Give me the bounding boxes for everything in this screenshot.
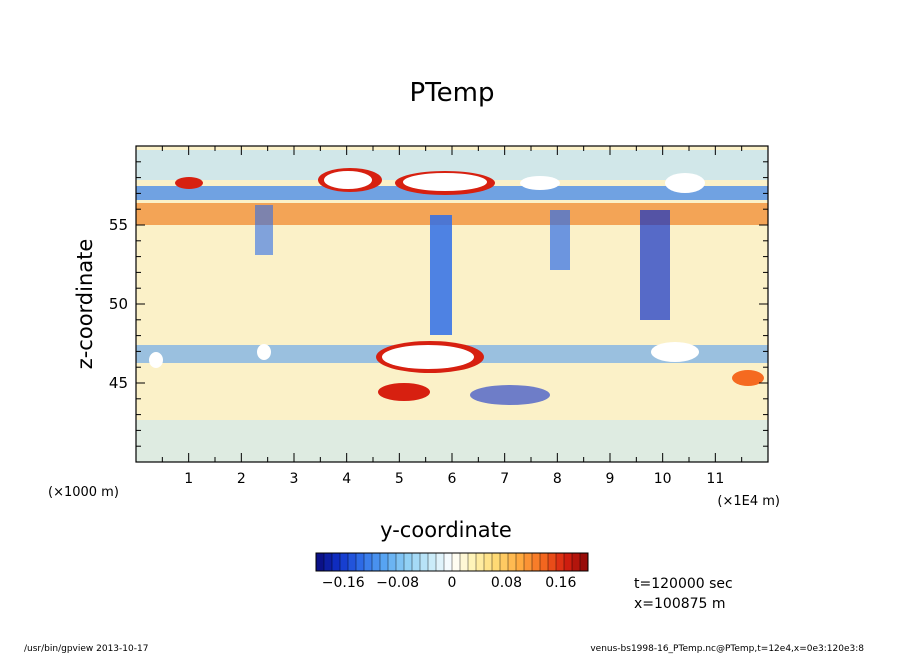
colorbar-cell [443, 552, 453, 572]
x-tick-label: 2 [237, 471, 246, 487]
colorbar-cell [579, 552, 589, 572]
band-upper-red [136, 203, 768, 225]
heatmap-features [149, 168, 764, 405]
colorbar-cell [547, 552, 557, 572]
x-tick-label: 5 [395, 471, 404, 487]
y-tick-label: 50 [109, 295, 128, 313]
colorbar-cell [571, 552, 581, 572]
colorbar-cell [499, 552, 509, 572]
feature-blue-plume [430, 215, 452, 335]
colorbar-cell [563, 552, 573, 572]
feature-red-blob [378, 383, 430, 401]
x-tick-label: 9 [606, 471, 615, 487]
y-tick-label: 55 [109, 216, 128, 234]
x-position-annotation: x=100875 m [634, 596, 726, 612]
feature-blue-plume [255, 205, 273, 255]
colorbar-cell [467, 552, 477, 572]
feature-red-blob [175, 177, 203, 189]
colorbar [315, 552, 589, 572]
colorbar-cell [395, 552, 405, 572]
colorbar-frame [315, 552, 589, 572]
colorbar-tick-label: −0.08 [376, 575, 419, 591]
colorbar-cell [339, 552, 349, 572]
colorbar-cell [315, 552, 325, 572]
feature-blue-blob [470, 385, 550, 405]
time-annotation: t=120000 sec [634, 576, 733, 592]
colorbar-cell [427, 552, 437, 572]
colorbar-cell [419, 552, 429, 572]
feature-red-blob [732, 370, 764, 386]
colorbar-tick-label: 0.08 [491, 575, 522, 591]
feature-white-blob [382, 345, 474, 369]
colorbar-cell [491, 552, 501, 572]
colorbar-cell [459, 552, 469, 572]
colorbar-tick-label: 0 [448, 575, 457, 591]
feature-white-blob [149, 352, 163, 368]
colorbar-cell [523, 552, 533, 572]
colorbar-cell [483, 552, 493, 572]
x-tick-label: 10 [654, 471, 672, 487]
x-tick-label: 11 [706, 471, 724, 487]
feature-white-blob [403, 173, 487, 191]
feature-white-blob [257, 344, 271, 360]
colorbar-cell [475, 552, 485, 572]
footer-right: venus-bs1998-16_PTemp.nc@PTemp,t=12e4,x=… [590, 644, 864, 654]
x-tick-label: 8 [553, 471, 562, 487]
feature-white-blob [324, 171, 372, 189]
feature-white-blob [651, 342, 699, 362]
colorbar-cell [435, 552, 445, 572]
feature-blue-plume [640, 210, 670, 320]
colorbar-cell [323, 552, 333, 572]
x-axis-unit-left: (×1000 m) [48, 485, 119, 500]
x-tick-label: 4 [342, 471, 351, 487]
x-tick-label: 7 [500, 471, 509, 487]
colorbar-cell [347, 552, 357, 572]
colorbar-cell [387, 552, 397, 572]
colorbar-tick-label: −0.16 [322, 575, 365, 591]
x-tick-label: 3 [290, 471, 299, 487]
x-tick-label: 6 [448, 471, 457, 487]
colorbar-cell [403, 552, 413, 572]
colorbar-cell [539, 552, 549, 572]
colorbar-cell [411, 552, 421, 572]
colorbar-cell [515, 552, 525, 572]
x-axis-unit-right: (×1E4 m) [717, 494, 780, 509]
colorbar-cell [371, 552, 381, 572]
feature-blue-plume [550, 210, 570, 270]
colorbar-labels: −0.16 −0.08 0 0.08 0.16 [322, 575, 577, 591]
y-axis-label: z-coordinate [73, 239, 97, 370]
x-axis-label: y-coordinate [380, 518, 512, 542]
colorbar-cell [331, 552, 341, 572]
colorbar-cell [531, 552, 541, 572]
chart-title: PTemp [410, 78, 495, 108]
colorbar-cell [451, 552, 461, 572]
colorbar-cell [355, 552, 365, 572]
feature-white-blob [520, 176, 560, 190]
footer-left: /usr/bin/gpview 2013-10-17 [24, 644, 148, 654]
x-tick-label: 1 [184, 471, 193, 487]
colorbar-cell [507, 552, 517, 572]
colorbar-cell [363, 552, 373, 572]
colorbar-tick-label: 0.16 [545, 575, 576, 591]
y-tick-label: 45 [109, 374, 128, 392]
colorbar-cell [379, 552, 389, 572]
feature-white-blob [665, 173, 705, 193]
colorbar-cell [555, 552, 565, 572]
x-axis-ticks: 1 2 3 4 5 6 7 8 9 10 11 [161, 146, 743, 487]
y-axis-ticks: 45 50 55 [109, 161, 768, 447]
